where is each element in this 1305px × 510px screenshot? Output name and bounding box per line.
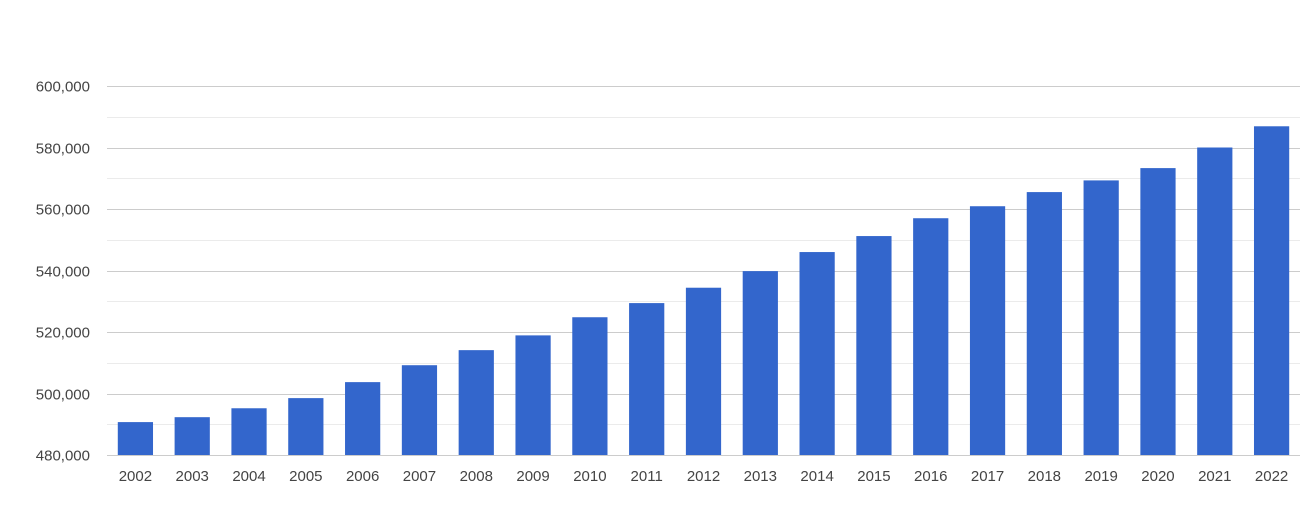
x-axis-ticks: 2002 2003 2004 2005 2006 2007 2008 2009 2010 2011… — [119, 468, 1289, 485]
x-tick-label: 2007 — [403, 468, 436, 485]
x-tick-label: 2003 — [176, 468, 209, 485]
y-tick-label: 560,000 — [36, 202, 90, 219]
x-tick-label: 2006 — [346, 468, 379, 485]
y-tick-label: 480,000 — [36, 448, 90, 465]
bar-2013 — [742, 271, 778, 455]
bar-2021 — [1197, 147, 1233, 455]
y-axis-ticks: 480,000 500,000 520,000 540,000 560,000 580,0… — [36, 79, 90, 465]
bar-2016 — [913, 218, 949, 455]
x-tick-label: 2004 — [232, 468, 265, 485]
x-tick-label: 2019 — [1084, 468, 1117, 485]
x-tick-label: 2008 — [460, 468, 493, 485]
bar-2003 — [174, 417, 210, 455]
bar-2002 — [117, 422, 154, 455]
x-tick-label: 2020 — [1141, 468, 1174, 485]
x-tick-label: 2014 — [800, 468, 833, 485]
x-tick-label: 2010 — [573, 468, 606, 485]
bars — [117, 126, 1290, 456]
y-tick-label: 600,000 — [36, 79, 90, 96]
x-tick-label: 2005 — [289, 468, 322, 485]
y-tick-label: 580,000 — [36, 141, 90, 158]
bar-2004 — [231, 408, 267, 455]
bar-2010 — [572, 317, 608, 455]
y-tick-label: 520,000 — [36, 325, 90, 342]
bar-2005 — [288, 398, 324, 455]
bar-2018 — [1026, 192, 1062, 455]
bar-2011 — [629, 303, 665, 455]
x-tick-label: 2016 — [914, 468, 947, 485]
bar-2015 — [856, 236, 892, 455]
x-tick-label: 2018 — [1028, 468, 1061, 485]
bar-2012 — [685, 287, 722, 455]
bar-2019 — [1083, 180, 1119, 455]
bar-2014 — [799, 252, 835, 455]
x-tick-label: 2012 — [687, 468, 720, 485]
x-tick-label: 2013 — [744, 468, 777, 485]
bar-2020 — [1140, 168, 1176, 456]
bar-2006 — [345, 382, 381, 455]
bar-2008 — [458, 350, 494, 455]
bar-2017 — [969, 206, 1006, 455]
bar-2009 — [515, 335, 551, 455]
x-tick-label: 2022 — [1255, 468, 1288, 485]
x-tick-label: 2015 — [857, 468, 890, 485]
y-tick-label: 540,000 — [36, 264, 90, 281]
bar-2022 — [1253, 126, 1290, 455]
x-tick-label: 2021 — [1198, 468, 1231, 485]
x-tick-label: 2009 — [516, 468, 549, 485]
y-tick-label: 500,000 — [36, 387, 90, 404]
x-tick-label: 2002 — [119, 468, 152, 485]
x-tick-label: 2011 — [631, 468, 663, 485]
bar-2007 — [401, 365, 438, 455]
x-tick-label: 2017 — [971, 468, 1004, 485]
